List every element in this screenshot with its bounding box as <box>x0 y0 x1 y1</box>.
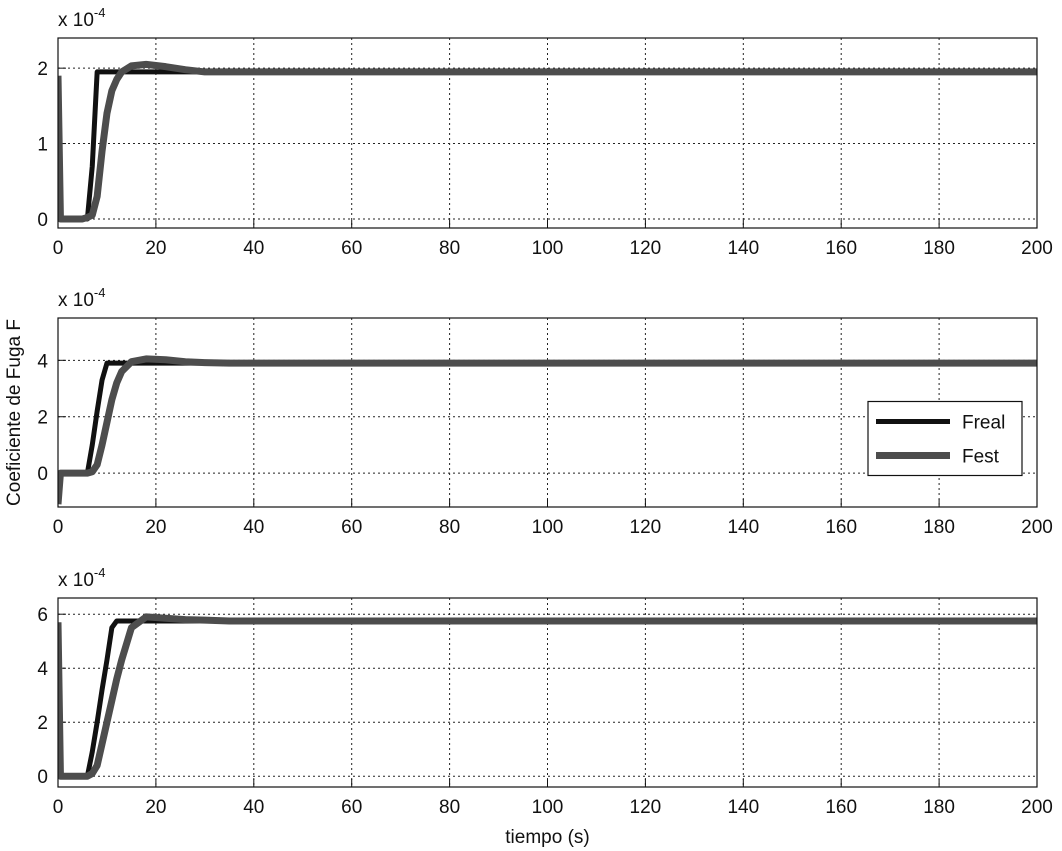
x-tick-label: 20 <box>145 517 166 538</box>
x-tick-label: 80 <box>439 238 460 259</box>
legend-label: Fest <box>962 447 1000 468</box>
y-multiplier: x 10-4 <box>58 5 105 31</box>
y-tick-label: 6 <box>37 605 48 626</box>
x-tick-label: 120 <box>630 238 662 259</box>
axes-frame <box>57 597 1038 788</box>
y-multiplier-exponent: -4 <box>94 565 106 580</box>
x-tick-label: 20 <box>145 238 166 259</box>
x-tick-label: 80 <box>439 517 460 538</box>
y-multiplier-exponent: -4 <box>94 285 106 300</box>
y-multiplier: x 10-4 <box>58 285 105 311</box>
y-multiplier-base: x 10 <box>58 10 94 31</box>
x-tick-label: 200 <box>1021 238 1053 259</box>
x-tick-label: 100 <box>532 517 564 538</box>
x-tick-label: 60 <box>341 797 362 818</box>
legend-box <box>867 400 1023 477</box>
x-tick-label: 0 <box>53 238 64 259</box>
x-tick-label: 120 <box>630 797 662 818</box>
x-tick-label: 200 <box>1021 797 1053 818</box>
y-tick-label: 2 <box>37 713 48 734</box>
y-tick-label: 2 <box>37 59 48 80</box>
legend-label: Freal <box>962 413 1005 434</box>
x-tick-label: 120 <box>630 517 662 538</box>
series-line <box>58 355 1037 505</box>
axes-frame <box>57 37 1038 229</box>
x-tick-label: 100 <box>532 238 564 259</box>
series-line <box>58 613 1037 780</box>
x-tick-label: 100 <box>532 797 564 818</box>
y-tick-label: 0 <box>37 464 48 485</box>
axes-frame <box>57 317 1038 508</box>
x-tick-label: 180 <box>923 517 955 538</box>
x-tick-label: 60 <box>341 238 362 259</box>
y-multiplier-base: x 10 <box>58 570 94 591</box>
x-tick-label: 180 <box>923 797 955 818</box>
x-tick-label: 80 <box>439 797 460 818</box>
x-tick-label: 140 <box>727 238 759 259</box>
x-tick-label: 0 <box>53 797 64 818</box>
series-line <box>58 60 1037 223</box>
x-tick-label: 0 <box>53 517 64 538</box>
y-tick-label: 4 <box>37 351 48 372</box>
legend: Freal Fest <box>867 400 1023 477</box>
subplot: 0 20 40 60 80 100 120 140 160 180 200 0 2 4 x 10-4 Coef… <box>4 285 1053 538</box>
subplot: 0 20 40 60 80 100 120 140 160 180 200 0 1 2 x 10-4 <box>37 5 1052 259</box>
x-tick-label: 140 <box>727 797 759 818</box>
x-tick-label: 40 <box>243 517 264 538</box>
y-multiplier-base: x 10 <box>58 290 94 311</box>
y-tick-label: 4 <box>37 659 48 680</box>
y-tick-label: 0 <box>37 767 48 788</box>
y-tick-label: 0 <box>37 210 48 231</box>
x-tick-label: 20 <box>145 797 166 818</box>
y-tick-label: 1 <box>37 135 48 156</box>
x-tick-label: 200 <box>1021 517 1053 538</box>
subplot: 0 20 40 60 80 100 120 140 160 180 200 0 2 4 6 x 10-4 tie… <box>37 565 1052 848</box>
y-multiplier-exponent: -4 <box>94 5 106 20</box>
y-axis-label: Coeficiente de Fuga F <box>4 319 25 506</box>
y-multiplier: x 10-4 <box>58 565 105 591</box>
x-tick-label: 140 <box>727 517 759 538</box>
x-tick-label: 60 <box>341 517 362 538</box>
x-tick-label: 40 <box>243 238 264 259</box>
y-tick-label: 2 <box>37 408 48 429</box>
x-tick-label: 40 <box>243 797 264 818</box>
x-tick-label: 160 <box>825 238 857 259</box>
x-axis-label: tiempo (s) <box>505 827 589 848</box>
x-tick-label: 180 <box>923 238 955 259</box>
x-tick-label: 160 <box>825 797 857 818</box>
x-tick-label: 160 <box>825 517 857 538</box>
